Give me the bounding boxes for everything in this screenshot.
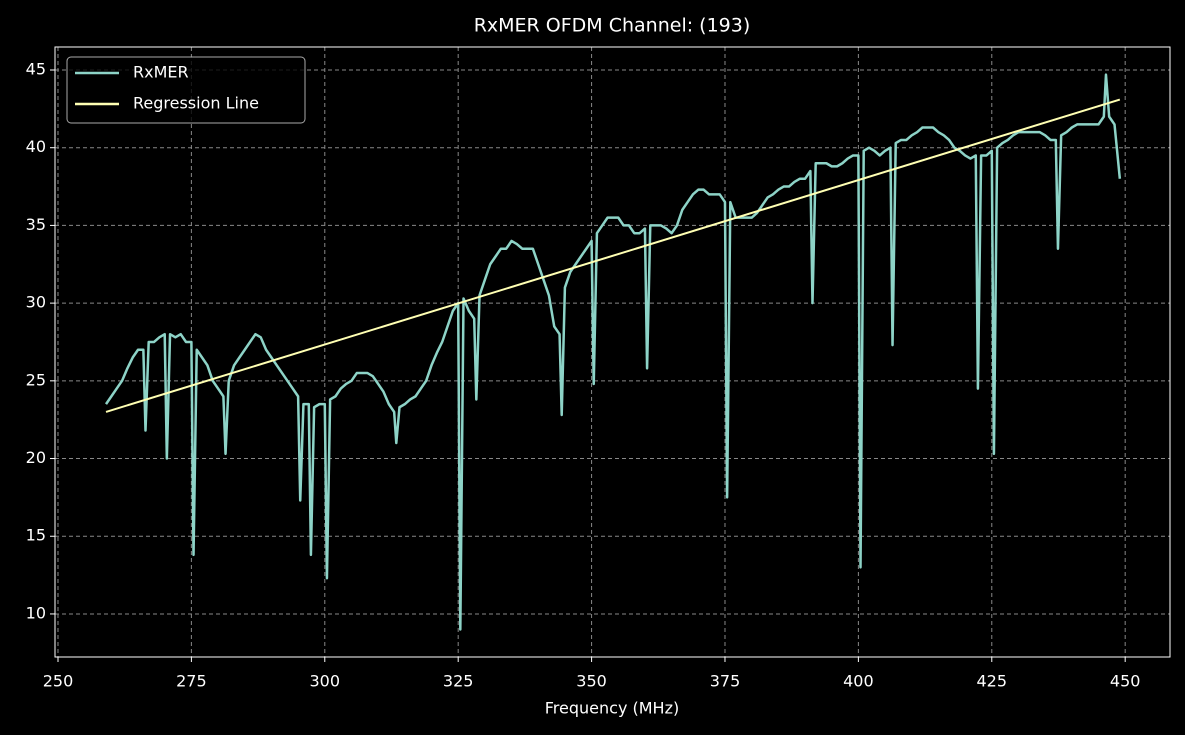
legend-label: Regression Line	[133, 94, 259, 113]
x-axis-label: Frequency (MHz)	[545, 699, 679, 718]
x-tick-label: 425	[977, 672, 1008, 691]
data-line	[105, 98, 1121, 413]
y-tick-label: 45	[26, 60, 46, 79]
plot-frame	[54, 46, 1171, 658]
legend-label: RxMER	[133, 63, 189, 82]
chart-title: RxMER OFDM Channel: (193)	[474, 15, 751, 37]
x-tick-label: 300	[310, 672, 341, 691]
y-tick-label: 20	[26, 448, 46, 467]
x-tick-label: 250	[43, 672, 74, 691]
y-tick-label: 10	[26, 603, 46, 622]
legend-box	[66, 56, 306, 124]
y-tick-label: 35	[26, 215, 46, 234]
y-tick-label: 30	[26, 293, 46, 312]
x-tick-label: 400	[843, 672, 874, 691]
x-tick-label: 450	[1110, 672, 1141, 691]
y-tick-label: 25	[26, 370, 46, 389]
x-tick-label: 375	[710, 672, 741, 691]
x-tick-label: 350	[576, 672, 607, 691]
y-tick-label: 15	[26, 526, 46, 545]
y-tick-label: 40	[26, 137, 46, 156]
x-tick-label: 325	[443, 672, 474, 691]
x-tick-label: 275	[176, 672, 207, 691]
data-line	[104, 73, 1122, 631]
